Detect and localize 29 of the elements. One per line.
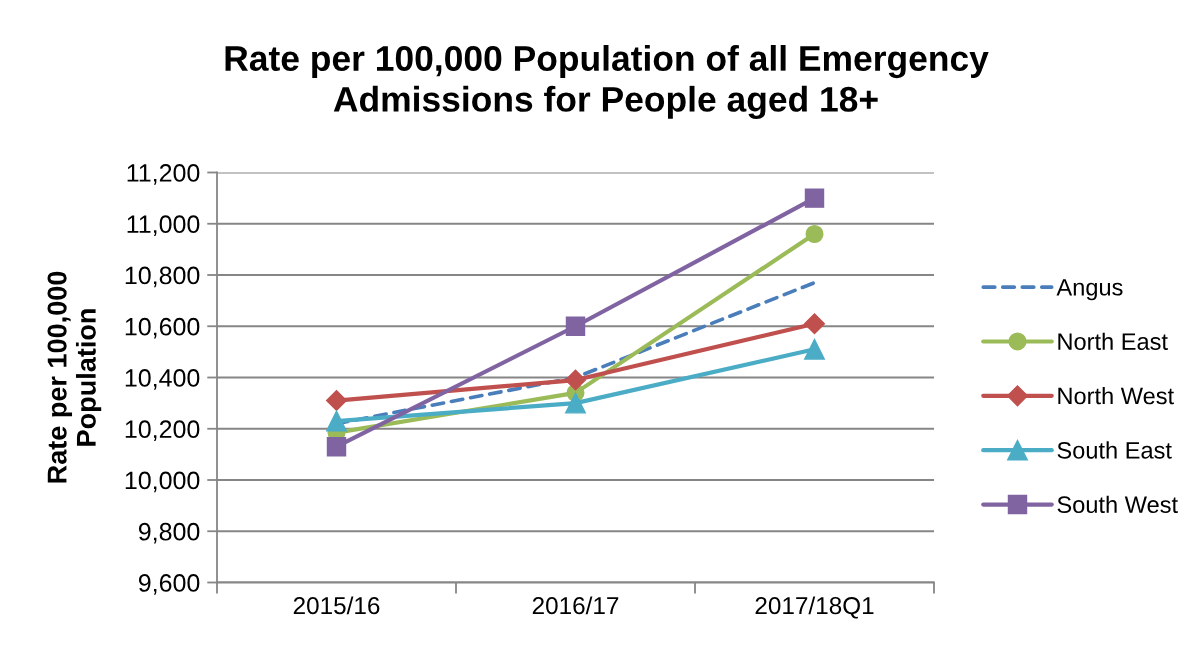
point	[565, 392, 586, 414]
y-tick-label: 11,200	[127, 164, 200, 185]
point	[564, 369, 587, 391]
y-tick-label: 11,000	[127, 215, 200, 237]
point	[803, 313, 826, 335]
point	[326, 410, 347, 432]
y-tick-label: 10,800	[125, 266, 200, 288]
y-tick-label: 10,200	[125, 420, 200, 442]
legend-label: North East	[1058, 332, 1168, 350]
y-tick-label: 9,600	[138, 574, 200, 595]
legend-label: South West	[1057, 495, 1178, 514]
legend-label: South East	[1057, 441, 1172, 459]
point	[325, 390, 348, 412]
point	[565, 316, 586, 336]
chart-title: Rate per 100,000 Population of all Emergency Admissions for People aged 18+	[225, 44, 989, 120]
y-tick-label: 10,000	[125, 471, 200, 493]
point	[804, 188, 825, 208]
x-tick-label: 2017/18Q1	[755, 596, 874, 619]
point	[804, 338, 825, 360]
x-tick-label: 2015/16	[293, 596, 380, 615]
y-axis-title: Rate per 100,000 Population	[47, 271, 102, 483]
legend-label: Angus	[1056, 279, 1123, 301]
y-tick-label: 10,400	[125, 369, 200, 390]
point	[805, 224, 824, 244]
y-tick-label: 9,800	[138, 522, 200, 544]
x-tick-label: 2016/17	[532, 596, 619, 615]
legend-label: North West	[1058, 386, 1174, 405]
point	[326, 436, 347, 457]
y-tick-label: 10,600	[125, 317, 200, 339]
